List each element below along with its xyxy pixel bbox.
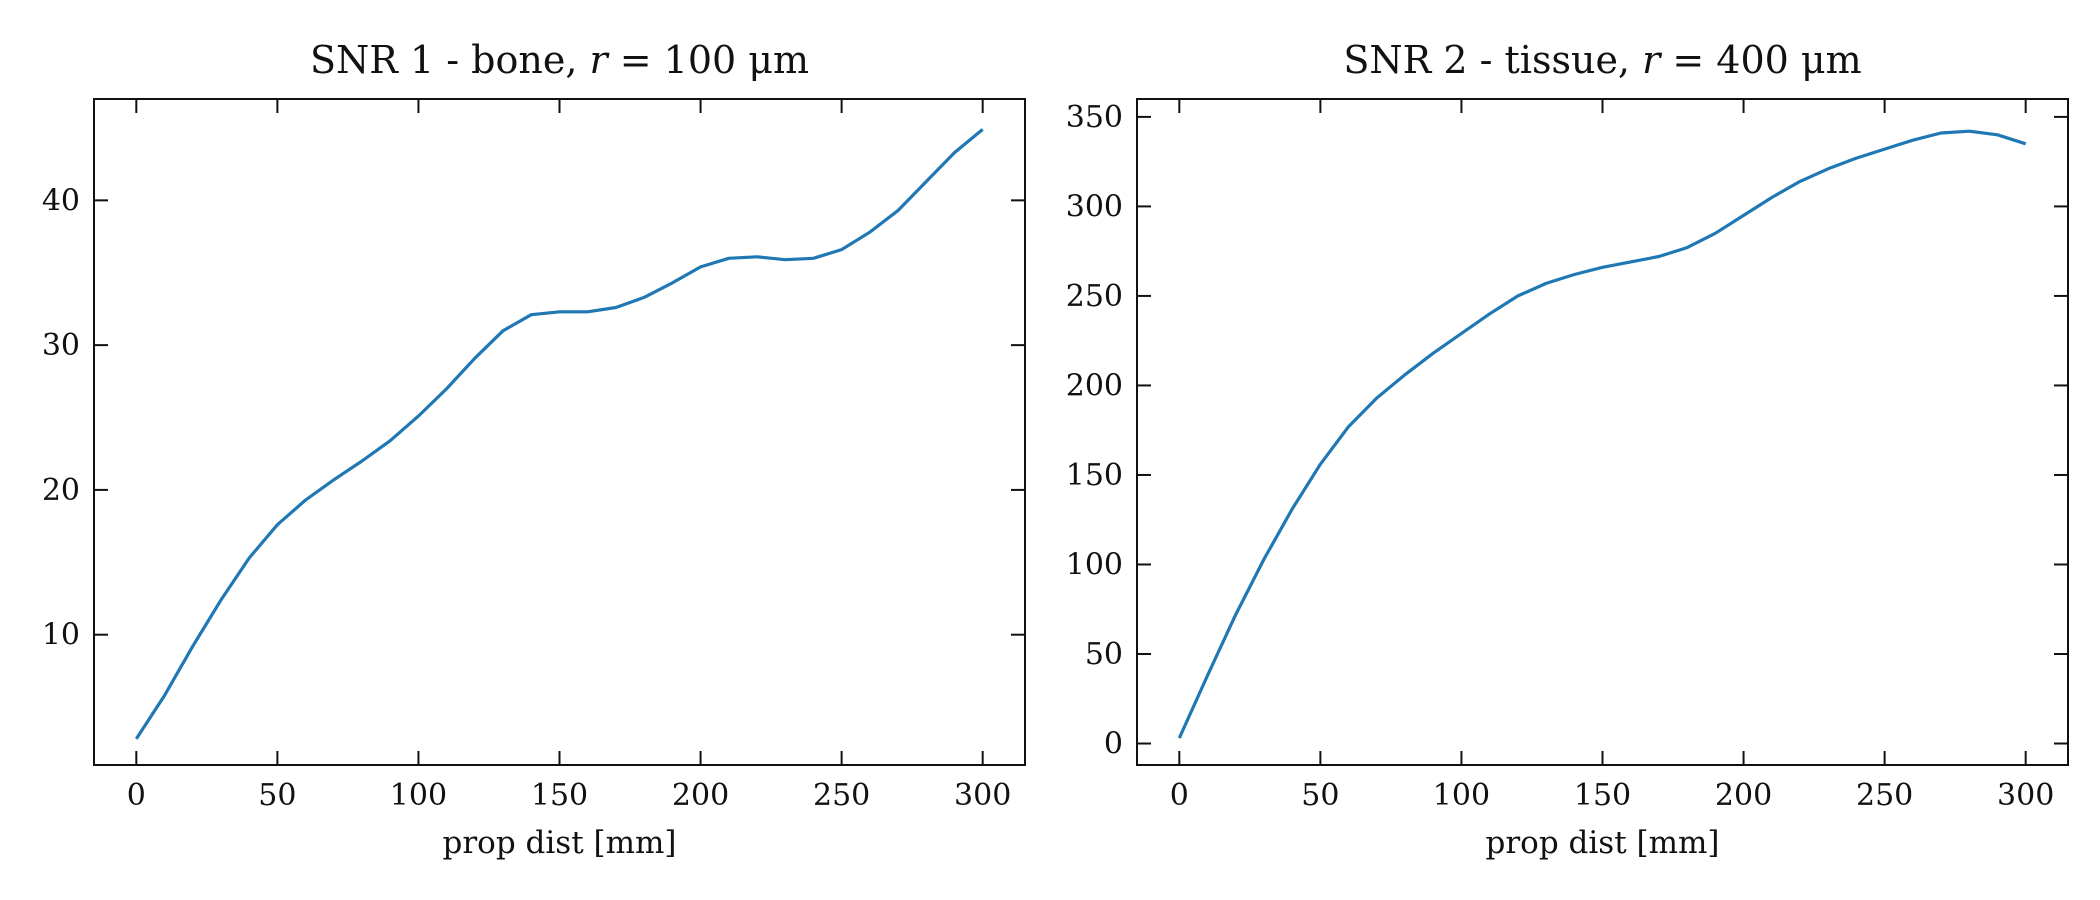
y-tick-label: 20 bbox=[42, 473, 80, 508]
x-tick-label: 100 bbox=[390, 778, 447, 813]
y-tick-label: 300 bbox=[1066, 189, 1123, 224]
y-tick-label: 0 bbox=[1104, 727, 1123, 762]
y-tick-label: 50 bbox=[1085, 637, 1123, 672]
chart-panel-snr1-bone: 0 50 100 150 200 250 300 10 20 30 40 SNR 1 - bone,… bbox=[42, 38, 1026, 861]
x-tick-label: 50 bbox=[1301, 778, 1339, 813]
x-tick-label: 200 bbox=[1715, 778, 1772, 813]
chart-panel-snr2-tissue: 0 50 100 150 200 250 300050100150200250300350 … bbox=[1066, 38, 2069, 861]
series-line bbox=[134, 128, 984, 740]
tick-labels: 0 50 100 150 200 250 300 10 20 30 40 bbox=[42, 183, 1012, 813]
x-tick-label: 250 bbox=[813, 778, 870, 813]
x-tick-label: 150 bbox=[531, 778, 588, 813]
tick-marks bbox=[94, 99, 1025, 765]
tick-labels: 0 50 100 150 200 250 300 0 50 100 150 200 250 300 350 bbox=[1066, 100, 2055, 813]
chart-title: SNR 1 - bone, r = 100 μm bbox=[310, 38, 809, 82]
x-tick-label: 200 bbox=[672, 778, 729, 813]
y-tick-label: 10 bbox=[42, 618, 80, 653]
y-tick-label: 250 bbox=[1066, 279, 1123, 314]
y-tick-label: 350 bbox=[1066, 100, 1123, 135]
y-tick-label: 30 bbox=[42, 328, 80, 363]
x-tick-label: 150 bbox=[1574, 778, 1631, 813]
y-tick-label: 150 bbox=[1066, 458, 1123, 493]
x-tick-label: 250 bbox=[1856, 778, 1913, 813]
plot-frame bbox=[93, 98, 1026, 766]
x-tick-label: 0 bbox=[1170, 778, 1189, 813]
plot-frame bbox=[1136, 98, 2069, 766]
x-axis-label: prop dist [mm] bbox=[443, 825, 677, 861]
x-tick-label: 100 bbox=[1433, 778, 1490, 813]
series-line bbox=[1177, 129, 2027, 739]
tick-marks bbox=[1137, 99, 2068, 765]
chart-title: SNR 2 - tissue, r = 400 μm bbox=[1343, 38, 1861, 82]
y-tick-label: 200 bbox=[1066, 368, 1123, 403]
x-tick-label: 0 bbox=[127, 778, 146, 813]
x-tick-label: 300 bbox=[1997, 778, 2054, 813]
x-axis-label: prop dist [mm] bbox=[1486, 825, 1720, 861]
y-tick-label: 40 bbox=[42, 183, 80, 218]
y-tick-label: 100 bbox=[1066, 547, 1123, 582]
x-tick-label: 300 bbox=[954, 778, 1011, 813]
x-tick-label: 50 bbox=[258, 778, 296, 813]
